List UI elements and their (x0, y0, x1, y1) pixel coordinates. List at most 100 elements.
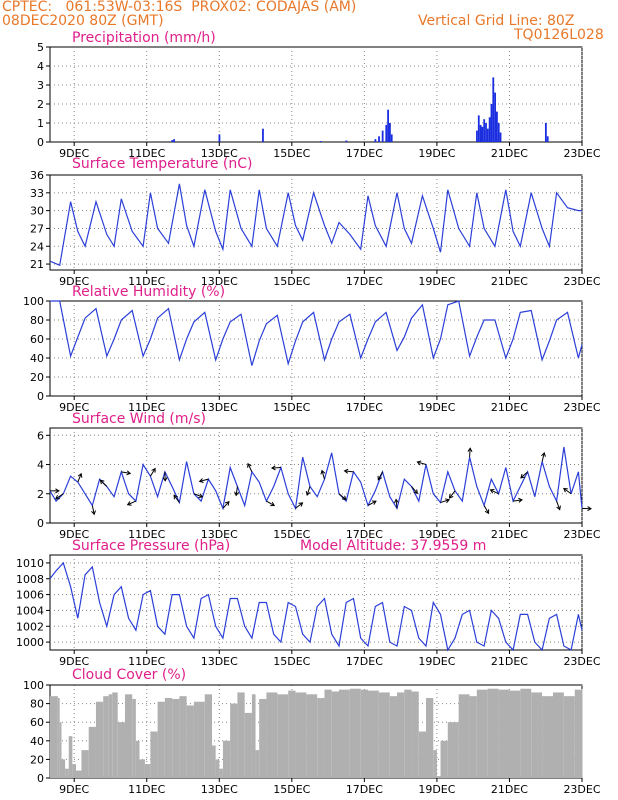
cloud-area-segment (433, 750, 437, 778)
cloud-area-segment (295, 692, 307, 778)
cloud-area-segment (487, 688, 499, 778)
temp-xtick-label: 15DEC (273, 275, 310, 288)
wind-vector-head (234, 491, 240, 497)
precip-bar (389, 123, 391, 142)
cloud-xtick-label: 15DEC (273, 783, 310, 796)
wind-vector-arrow (222, 501, 230, 509)
pressure-frame (49, 554, 583, 651)
wind-vector-arrow (338, 493, 347, 500)
wind-vector-head (563, 487, 568, 493)
wind-vector-head (393, 498, 399, 504)
precip-frame (49, 46, 583, 143)
cloud-area-segment (108, 694, 113, 778)
cloud-area-segment (212, 745, 216, 778)
wind-vector-head (270, 465, 276, 471)
cloud-area-segment (436, 776, 441, 778)
wind-vector-arrow (247, 463, 253, 473)
cloud-area-segment (531, 692, 543, 778)
temp-ytick-label: 21 (30, 258, 44, 271)
cloud-area-segment (411, 691, 419, 778)
precip-bar (497, 123, 500, 142)
rh-xtick-label: 21DEC (491, 401, 528, 414)
precip-bar (374, 139, 377, 142)
temp-xtick-label: 11DEC (128, 275, 165, 288)
precip-ytick-label: 4 (37, 60, 44, 73)
cloud-area-segment (244, 712, 252, 778)
wind-title: Surface Wind (m/s) (72, 411, 206, 427)
wind-vector-head (416, 460, 422, 466)
cloud-xtick-label: 19DEC (418, 783, 455, 796)
cloud-area-segment (259, 698, 267, 778)
cloud-area-segment (338, 689, 350, 778)
cloud-area-segment (418, 731, 427, 778)
pressure-xtick-label: 17DEC (346, 655, 383, 668)
header-coords: 061:53W-03:16S (65, 0, 183, 15)
cloud-area-segment (306, 694, 318, 778)
cloud-area-segment (447, 722, 459, 778)
wind-vector-head (541, 451, 546, 457)
cloud-area-segment (139, 759, 145, 778)
cloud-area-segment (552, 692, 564, 778)
cloud-area-segment (378, 692, 390, 778)
wind-vector-head (77, 472, 83, 478)
cloud-area-segment (582, 688, 583, 778)
cloud-xtick-label: 9DEC (59, 783, 89, 796)
wind-vector-arrow (295, 502, 303, 509)
precip-xtick-label: 9DEC (59, 147, 89, 160)
precip-bar (488, 117, 491, 142)
temp-xtick-label: 13DEC (201, 275, 238, 288)
pressure-title: Surface Pressure (hPa) (72, 538, 230, 554)
wind-vector-arrow (100, 479, 108, 487)
cloud-area-segment (331, 691, 339, 778)
wind-vector-head (91, 510, 96, 516)
rh-xtick-label: 17DEC (346, 401, 383, 414)
temp-ytick-label: 30 (30, 205, 44, 218)
wind-vector-arrow (91, 505, 95, 515)
wind-xtick-label: 17DEC (346, 528, 383, 541)
pressure-xtick-label: 13DEC (201, 655, 238, 668)
wind-frame (49, 427, 583, 524)
precip-bar (345, 140, 348, 142)
temp-xtick-label: 21DEC (491, 275, 528, 288)
wind-vector-head (448, 493, 454, 499)
precip-bar (490, 104, 493, 142)
rh-xtick-label: 23DEC (563, 401, 600, 414)
wind-vector-head (55, 494, 60, 500)
precip-bar (499, 132, 502, 142)
wind-vector-arrow (266, 500, 275, 507)
precip-bar (262, 128, 264, 142)
wind-vector-arrow (556, 500, 561, 510)
wind-vector-head (173, 494, 178, 500)
wind-vector-arrow (193, 493, 203, 498)
wind-series-line (49, 446, 583, 511)
wind-vector-arrow (563, 488, 572, 495)
cloud-area-segment (186, 705, 194, 778)
wind-vector-head (484, 509, 490, 515)
rh-ytick-label: 0 (37, 390, 44, 403)
precip-bar (494, 92, 496, 142)
precip-bar (387, 109, 389, 142)
wind-vector-arrow (149, 468, 156, 477)
precip-bar (485, 123, 487, 142)
cloud-xtick-label: 13DEC (201, 783, 238, 796)
rh-frame (49, 300, 583, 397)
cloud-area-segment (72, 764, 77, 778)
wind-vector-arrow (449, 490, 456, 499)
rh-xtick-label: 9DEC (59, 401, 89, 414)
temp-xtick-label: 19DEC (418, 275, 455, 288)
precip-xtick-label: 23DEC (563, 147, 600, 160)
cloud-ytick-label: 80 (30, 698, 44, 711)
cloud-area-segment (397, 692, 405, 778)
precip-bar (477, 115, 480, 142)
wind-vector-arrow (395, 499, 398, 509)
cloud-area-segment (215, 759, 220, 778)
cloud-area-segment (255, 750, 260, 778)
cloud-area-segment (124, 694, 133, 778)
wind-vector-arrow (483, 505, 489, 514)
wind-vector-arrow (440, 499, 450, 504)
wind-vector-arrow (520, 471, 528, 479)
cloud-area-segment (574, 689, 582, 778)
pressure-ytick-label: 1006 (16, 589, 44, 602)
cloud-area-segment (112, 692, 118, 778)
